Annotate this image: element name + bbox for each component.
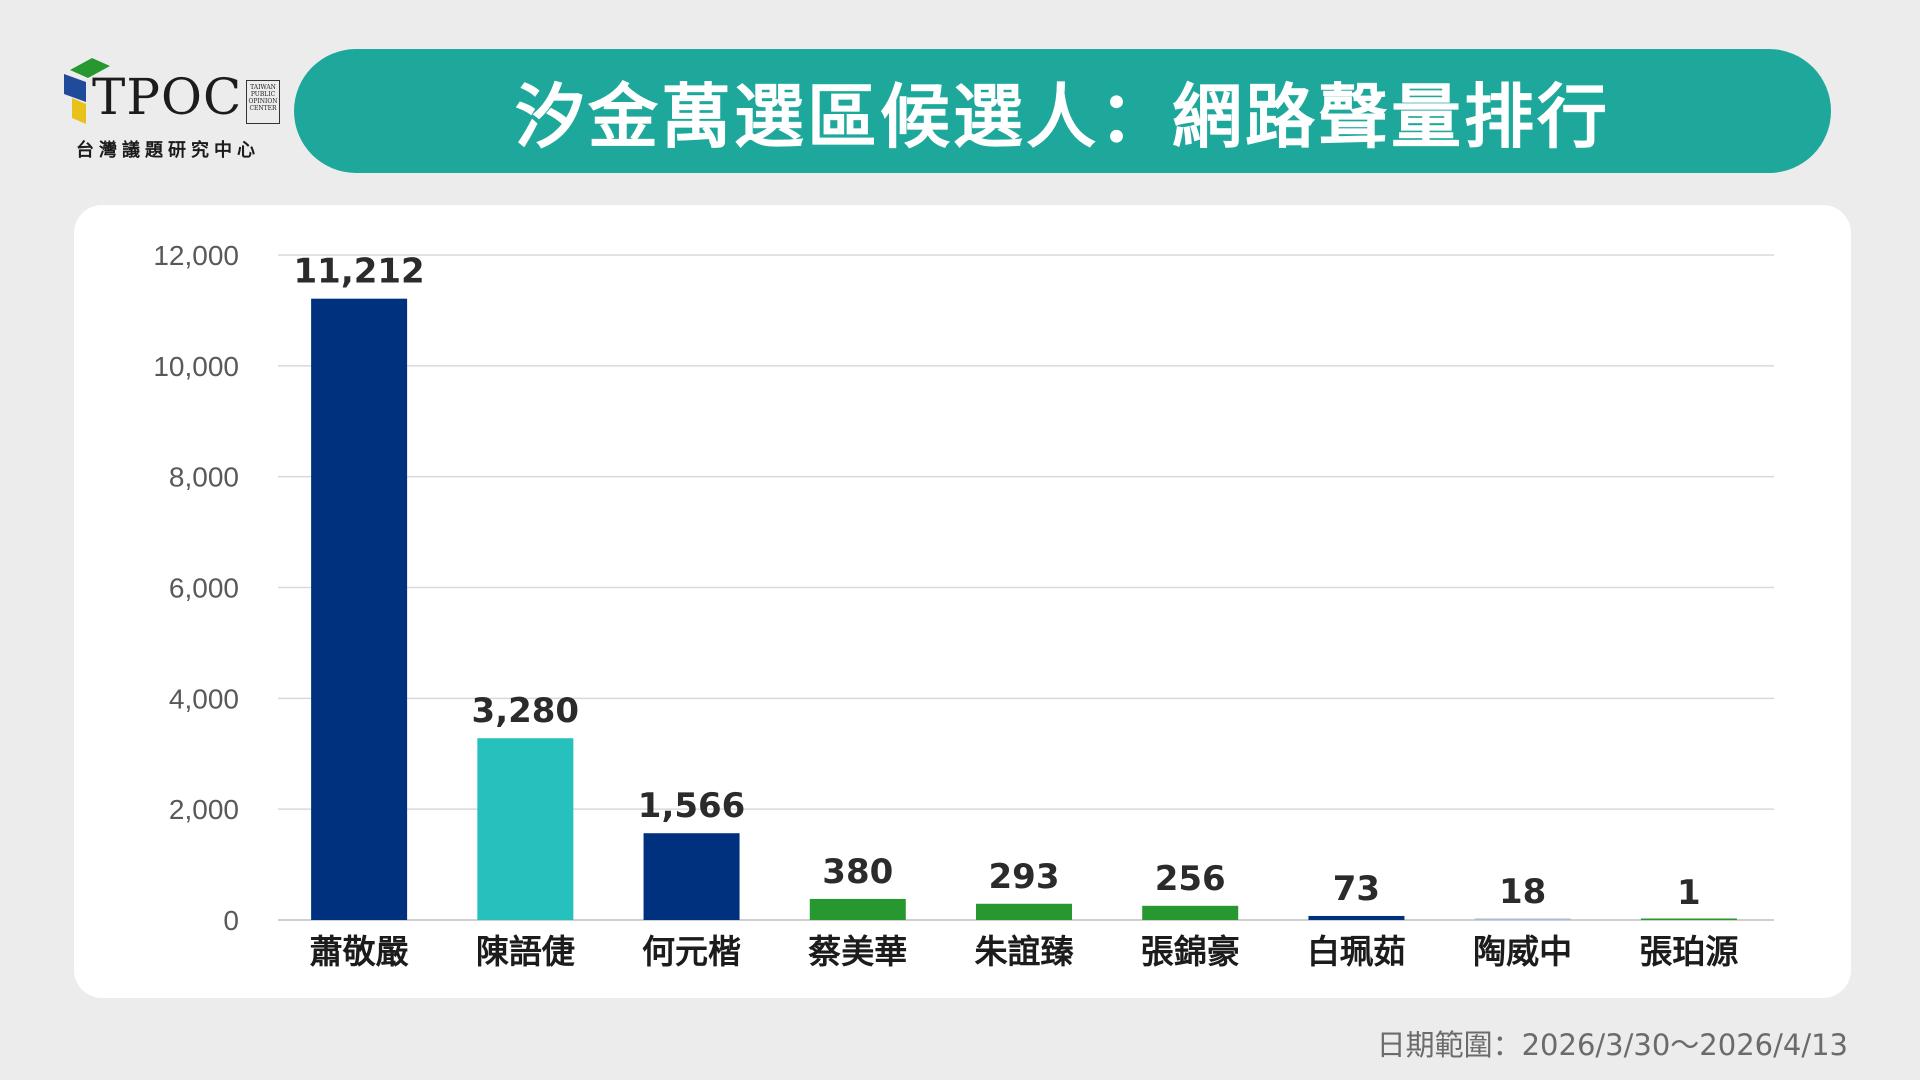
x-tick-label: 何元楷 <box>642 932 741 971</box>
data-label: 3,280 <box>472 691 580 731</box>
bar <box>477 738 574 920</box>
tpoc-logo: TPOC TAIWAN PUBLIC OPINION CENTER 台灣議題研究… <box>62 52 282 162</box>
data-label: 11,212 <box>294 252 425 292</box>
date-range-note: 日期範圍：2026/3/30～2026/4/13 <box>1376 1028 1848 1062</box>
y-tick-label: 2,000 <box>169 794 239 825</box>
logo-subtitle: 台灣議題研究中心 <box>76 140 260 161</box>
data-label: 18 <box>1499 872 1546 912</box>
data-label: 73 <box>1333 869 1380 909</box>
tpoc-logo-mark-icon <box>64 58 110 124</box>
x-tick-label: 張錦豪 <box>1141 932 1240 971</box>
bar <box>1308 915 1405 920</box>
logo-badge: TAIWAN PUBLIC OPINION CENTER <box>246 80 280 124</box>
logo-badge-line: OPINION <box>248 98 278 105</box>
y-tick-label: 0 <box>223 905 239 936</box>
y-tick-label: 12,000 <box>153 240 239 271</box>
bar <box>809 898 906 920</box>
bar <box>1142 905 1239 920</box>
title-banner: 汐金萬選區候選人：網路聲量排行 <box>294 49 1831 173</box>
x-tick-label: 張珀源 <box>1639 932 1738 971</box>
data-label: 380 <box>822 852 893 892</box>
data-label: 1,566 <box>638 786 746 826</box>
y-tick-label: 8,000 <box>169 462 239 493</box>
x-tick-label: 陳語倢 <box>476 932 575 971</box>
y-tick-label: 4,000 <box>169 683 239 714</box>
bar <box>976 903 1072 920</box>
logo-badge-line: PUBLIC <box>250 91 276 98</box>
x-tick-label: 陶威中 <box>1473 932 1572 971</box>
bar <box>1640 918 1737 920</box>
y-tick-label: 6,000 <box>169 573 239 604</box>
bar <box>311 298 408 920</box>
x-tick-label: 蔡美華 <box>808 932 907 971</box>
logo-text: TPOC <box>92 68 243 126</box>
logo-badge-line: CENTER <box>249 105 277 112</box>
data-label: 1 <box>1677 873 1701 913</box>
data-label: 256 <box>1155 859 1226 899</box>
x-tick-label: 白珮茹 <box>1307 932 1406 971</box>
logo-badge-line: TAIWAN <box>250 84 276 91</box>
bar <box>1474 918 1571 920</box>
bar-chart: 0 2,000 4,000 6,000 8,000 10,000 12,000 11,212 蕭… <box>153 240 1774 971</box>
x-tick-label: 蕭敬嚴 <box>310 932 409 971</box>
page-title: 汐金萬選區候選人：網路聲量排行 <box>515 75 1610 158</box>
chart-card: 0 2,000 4,000 6,000 8,000 10,000 12,000 11,212 蕭… <box>74 205 1851 998</box>
bar <box>643 833 740 920</box>
y-tick-label: 10,000 <box>153 351 239 382</box>
data-label: 293 <box>989 857 1060 897</box>
x-tick-label: 朱誼臻 <box>975 932 1075 971</box>
